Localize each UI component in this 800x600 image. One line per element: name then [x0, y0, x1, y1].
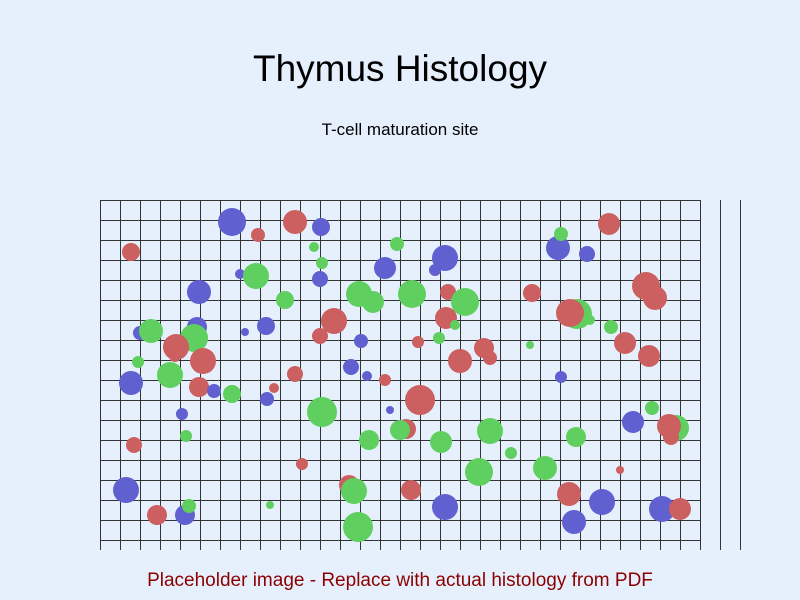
cell-dot	[429, 264, 441, 276]
cell-dot	[465, 458, 493, 486]
cell-dot	[343, 359, 359, 375]
cell-dot	[614, 332, 636, 354]
cell-dot	[616, 466, 624, 474]
slide-title: Thymus Histology	[252, 48, 548, 89]
cell-dot	[119, 371, 143, 395]
cell-dot	[182, 499, 196, 513]
cell-dot	[669, 498, 691, 520]
cell-dot	[316, 257, 328, 269]
cell-dot	[622, 411, 644, 433]
cell-dot	[190, 348, 216, 374]
cell-dot	[223, 385, 241, 403]
cell-dot	[312, 271, 328, 287]
cell-dot	[451, 288, 479, 316]
cell-dot	[362, 291, 384, 313]
cell-dot	[555, 371, 567, 383]
cell-dot	[139, 319, 163, 343]
cell-dot	[243, 263, 269, 289]
cell-dot	[663, 429, 679, 445]
cell-dot	[405, 385, 435, 415]
cell-dot	[269, 383, 279, 393]
cell-dot	[526, 341, 534, 349]
cell-dot	[260, 392, 274, 406]
cell-dot	[649, 496, 675, 522]
cell-dot	[374, 257, 396, 279]
cell-dot	[523, 284, 541, 302]
cell-dot	[546, 236, 570, 260]
cell-dot	[440, 284, 456, 300]
cell-dot	[180, 430, 192, 442]
cell-dot	[390, 420, 410, 440]
cell-dot	[430, 431, 452, 453]
cell-dot	[562, 510, 586, 534]
cell-dot	[579, 246, 595, 262]
grid-lines	[100, 200, 741, 550]
cell-dot	[157, 362, 183, 388]
cell-dot	[450, 320, 460, 330]
cell-dot	[312, 218, 330, 236]
cell-dot	[312, 328, 328, 344]
cell-dot	[169, 350, 181, 362]
cell-dot	[589, 489, 615, 515]
cell-dot	[287, 366, 303, 382]
cell-dot	[235, 269, 245, 279]
cell-dot	[505, 447, 517, 459]
cell-dot	[276, 291, 294, 309]
cell-dot	[477, 418, 503, 444]
cell-dot	[362, 371, 372, 381]
cell-dot	[359, 430, 379, 450]
cell-dot	[132, 356, 144, 368]
cell-dot	[557, 482, 581, 506]
cell-dot	[321, 308, 347, 334]
cell-dot	[163, 334, 189, 360]
cell-dot	[554, 227, 568, 241]
cell-dot	[187, 280, 211, 304]
cell-dot	[533, 456, 557, 480]
cell-dot	[241, 328, 249, 336]
placeholder-caption: Placeholder image - Replace with actual …	[147, 570, 653, 591]
cell-dot	[218, 208, 246, 236]
cell-dot	[122, 243, 140, 261]
cell-dot	[309, 242, 319, 252]
cell-dot	[645, 401, 659, 415]
cell-dot	[207, 384, 221, 398]
cell-dot	[307, 397, 337, 427]
cell-dot	[266, 501, 274, 509]
cell-dot	[433, 332, 445, 344]
cell-dot	[176, 408, 188, 420]
cell-dot	[585, 315, 595, 325]
cell-dot	[398, 280, 426, 308]
cell-dot	[354, 334, 368, 348]
cell-dot	[113, 477, 139, 503]
cell-dot	[341, 478, 367, 504]
cell-dot	[296, 458, 308, 470]
cell-dot	[390, 237, 404, 251]
cell-dot	[432, 494, 458, 520]
cell-cluster	[113, 208, 691, 542]
cell-dot	[257, 317, 275, 335]
cell-dot	[598, 213, 620, 235]
cell-dot	[379, 374, 391, 386]
cell-dot	[251, 228, 265, 242]
cell-dot	[638, 345, 660, 367]
cell-dot	[126, 437, 142, 453]
cell-dot	[189, 377, 209, 397]
cell-dot	[483, 351, 497, 365]
cell-dot	[283, 210, 307, 234]
cell-dot	[556, 299, 584, 327]
cell-dot	[147, 505, 167, 525]
cell-dot	[412, 336, 424, 348]
cell-dot	[386, 406, 394, 414]
cell-dot	[432, 245, 458, 271]
cell-dot	[604, 320, 618, 334]
cell-dot	[566, 427, 586, 447]
cell-dot	[448, 349, 472, 373]
cell-dot	[401, 480, 421, 500]
slide-subtitle: T-cell maturation site	[321, 120, 479, 139]
cell-dot	[343, 512, 373, 542]
cell-dot	[643, 286, 667, 310]
